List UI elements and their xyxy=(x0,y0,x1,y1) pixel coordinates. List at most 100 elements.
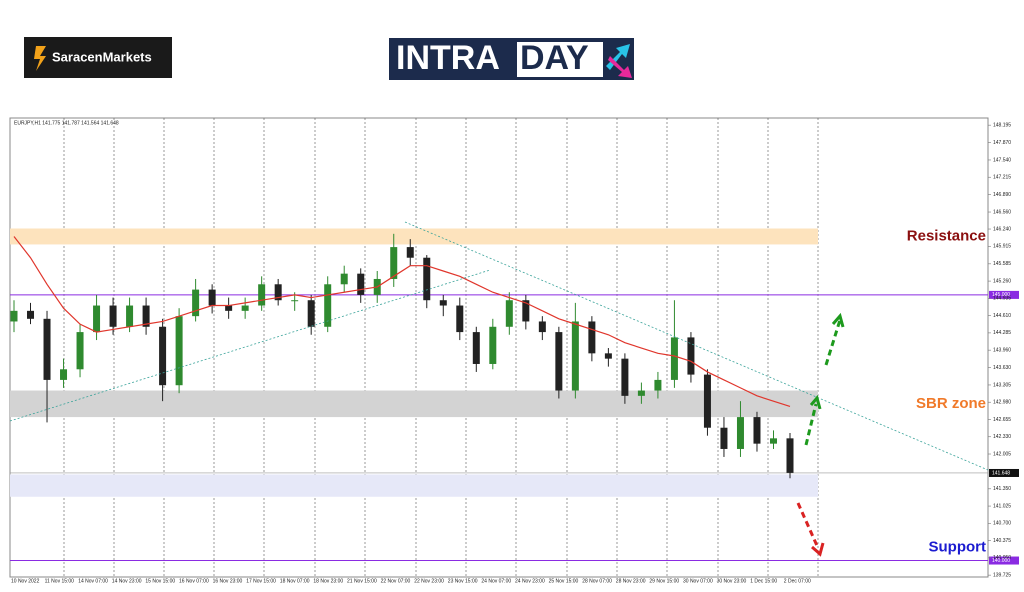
candle-body xyxy=(307,300,315,327)
x-tick-label: 18 Nov 23:00 xyxy=(313,578,343,584)
level-tag xyxy=(989,290,1019,299)
x-tick-label: 14 Nov 07:00 xyxy=(78,578,108,584)
candle-body xyxy=(357,273,365,295)
y-tick-label: 147.540 xyxy=(993,157,1011,163)
candle-body xyxy=(555,332,563,391)
trendlines xyxy=(9,221,989,471)
candle-body xyxy=(456,305,464,333)
zone-label: Resistance xyxy=(907,227,986,244)
y-tick-label: 145.260 xyxy=(993,278,1011,284)
candle-body xyxy=(241,305,249,311)
candle-body xyxy=(538,321,546,333)
logo-icon xyxy=(34,46,46,71)
candle-body xyxy=(489,326,497,364)
candle-body xyxy=(621,358,629,396)
x-tick-label: 28 Nov 07:00 xyxy=(582,578,612,584)
x-tick-label: 22 Nov 23:00 xyxy=(414,578,444,584)
brand-logo: SaracenMarkets xyxy=(24,37,172,78)
x-tick-label: 25 Nov 15:00 xyxy=(549,578,579,584)
candle-body xyxy=(27,310,35,319)
x-tick-label: 22 Nov 07:00 xyxy=(381,578,411,584)
candle-body xyxy=(93,305,101,333)
y-tick-label: 142.655 xyxy=(993,417,1011,423)
candle-body xyxy=(60,369,68,380)
zone xyxy=(10,390,818,418)
candle-body xyxy=(10,310,18,322)
support-label: Support xyxy=(929,539,987,556)
moving-average xyxy=(13,236,791,408)
candle-body xyxy=(769,438,777,444)
zone xyxy=(10,228,818,245)
x-tick-label: 28 Nov 23:00 xyxy=(616,578,646,584)
level-label: 145.000 xyxy=(992,292,1010,298)
y-tick-label: 142.330 xyxy=(993,434,1011,440)
candle-body xyxy=(736,417,744,449)
candle-body xyxy=(324,284,332,327)
arrow-head xyxy=(811,542,825,557)
banner-left: INTRA xyxy=(396,39,500,77)
x-tick-label: 2 Dec 07:00 xyxy=(784,578,811,584)
banner-arrow-up xyxy=(606,44,630,70)
y-tick-label: 140.050 xyxy=(993,555,1011,561)
candle-body xyxy=(109,305,117,327)
candle-body xyxy=(390,247,398,279)
candle-body xyxy=(786,438,794,473)
candle-body xyxy=(423,257,431,301)
x-tick-label: 30 Nov 07:00 xyxy=(683,578,713,584)
y-tick-label: 143.305 xyxy=(993,382,1011,388)
x-tick-label: 1 Dec 15:00 xyxy=(750,578,777,584)
current-label: 141.648 xyxy=(992,470,1010,476)
y-tick-label: 142.005 xyxy=(993,451,1011,457)
candle-body xyxy=(753,417,761,444)
arrow-down xyxy=(796,502,820,549)
candle-body xyxy=(274,284,282,301)
brand-name: SaracenMarkets xyxy=(52,49,152,64)
candle-body xyxy=(43,318,51,380)
y-tick-label: 144.935 xyxy=(993,296,1011,302)
y-tick-label: 139.725 xyxy=(993,572,1011,578)
candle-body xyxy=(522,300,530,322)
candle-body xyxy=(175,316,183,386)
zone xyxy=(10,474,818,497)
y-tick-label: 148.195 xyxy=(993,123,1011,129)
candle-body xyxy=(225,305,233,311)
y-tick-label: 147.215 xyxy=(993,175,1011,181)
candle-body xyxy=(192,289,200,317)
candle-body xyxy=(208,289,216,306)
banner: INTRA DAY xyxy=(389,38,634,80)
candle-body xyxy=(76,332,84,370)
scenario-arrows xyxy=(796,312,845,557)
y-tick-label: 144.610 xyxy=(993,313,1011,319)
candle-body xyxy=(406,247,414,258)
y-tick-label: 145.585 xyxy=(993,261,1011,267)
candle-body xyxy=(291,300,299,302)
x-tick-label: 24 Nov 23:00 xyxy=(515,578,545,584)
x-tick-label: 21 Nov 15:00 xyxy=(347,578,377,584)
banner-highlight xyxy=(517,42,603,77)
candle-body xyxy=(720,427,728,449)
x-tick-label: 17 Nov 15:00 xyxy=(246,578,276,584)
x-tick-label: 23 Nov 15:00 xyxy=(448,578,478,584)
x-tick-label: 11 Nov 15:00 xyxy=(45,578,75,584)
x-tick-label: 15 Nov 15:00 xyxy=(145,578,175,584)
banner-right: DAY xyxy=(520,39,589,77)
candle-body xyxy=(505,300,513,327)
candle-body xyxy=(670,337,678,380)
candle-body xyxy=(439,300,447,306)
arrow-up-2 xyxy=(824,319,842,366)
y-tick-label: 140.700 xyxy=(993,521,1011,527)
y-tick-label: 147.870 xyxy=(993,140,1011,146)
arrow-up-1 xyxy=(804,403,818,446)
candle-body xyxy=(340,273,348,285)
arrow-head xyxy=(809,394,822,410)
x-tick-label: 14 Nov 23:00 xyxy=(112,578,142,584)
plot-frame xyxy=(9,117,989,578)
x-tick-label: 16 Nov 07:00 xyxy=(179,578,209,584)
y-tick-label: 146.890 xyxy=(993,192,1011,198)
zone-label: SBR zone xyxy=(916,395,986,412)
candle-body xyxy=(126,305,134,327)
current-tag xyxy=(989,468,1019,477)
y-tick-label: 140.375 xyxy=(993,538,1011,544)
candle-body xyxy=(571,321,579,391)
